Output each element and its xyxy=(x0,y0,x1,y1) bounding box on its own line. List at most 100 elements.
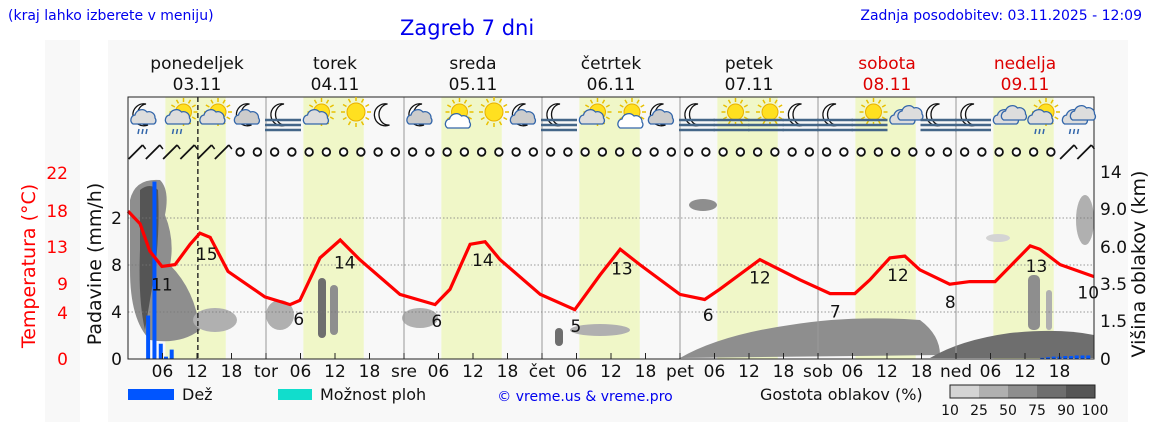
calm-wind-icon xyxy=(390,147,401,157)
sun-ray xyxy=(171,104,176,108)
sun-ray xyxy=(640,116,645,120)
x-tick-label: 18 xyxy=(359,362,381,382)
sun-ray xyxy=(485,98,490,103)
temperature-label: 7 xyxy=(830,303,841,323)
sun-ray xyxy=(743,104,748,108)
moon-icon xyxy=(373,103,390,127)
sun-ray xyxy=(861,104,866,108)
calm-wind-icon xyxy=(683,147,694,157)
calm-wind-icon xyxy=(545,147,556,157)
rain-legend-label: Dež xyxy=(182,385,213,404)
wind-barb-icon xyxy=(1076,144,1095,160)
x-tick-label: 18 xyxy=(635,362,657,382)
temperature-tick: 13 xyxy=(46,238,68,258)
x-tick-label: 06 xyxy=(290,362,312,382)
temperature-label: 6 xyxy=(703,306,714,326)
location-hint: (kraj lahko izberete v meniju) xyxy=(8,8,214,24)
calm-wind-icon xyxy=(632,147,642,157)
sun-cloud-icon xyxy=(199,98,232,126)
sun-ray xyxy=(589,99,594,104)
calm-wind-icon xyxy=(494,147,504,157)
wind-barb-flag xyxy=(193,144,198,150)
night-fog-icon xyxy=(679,103,715,132)
x-tick-label: 12 xyxy=(462,362,484,382)
x-tick-label: 12 xyxy=(738,362,760,382)
shower-legend-label: Možnost ploh xyxy=(320,385,426,404)
cloud-density-area xyxy=(266,300,294,330)
temperature-label: 6 xyxy=(431,312,442,332)
calm-wind-icon xyxy=(252,147,263,157)
sun-icon xyxy=(479,97,509,127)
day-name: torek xyxy=(313,54,357,74)
calm-wind-icon xyxy=(304,147,314,157)
precipitation-axis-label: Padavine (mm/h) xyxy=(84,183,106,346)
page-title: Zagreb 7 dni xyxy=(400,16,535,40)
day-date: 07.11 xyxy=(725,75,774,95)
day-date: 09.11 xyxy=(1001,75,1050,95)
night-fog-icon xyxy=(265,103,301,132)
sun-ray xyxy=(498,98,503,103)
precipitation-bar xyxy=(152,181,157,359)
precipitation-bar xyxy=(1069,356,1073,359)
wind-barb-shaft xyxy=(1076,144,1093,160)
sun-ray xyxy=(636,99,640,104)
calm-wind-icon xyxy=(563,147,573,157)
cloud-density-area xyxy=(1076,195,1094,245)
daylight-band xyxy=(855,97,916,359)
calm-wind-icon xyxy=(1028,147,1039,157)
calm-wind-icon xyxy=(821,147,832,157)
rain-drop xyxy=(1042,128,1045,135)
precipitation-bar xyxy=(1046,357,1050,359)
precipitation-tick: 0 xyxy=(111,350,122,370)
day-name: ponedeljek xyxy=(150,54,244,74)
wind-barb-flag xyxy=(176,144,181,150)
x-tick-label: 06 xyxy=(980,362,1002,382)
temperature-label: 13 xyxy=(1026,257,1048,277)
calm-wind-icon xyxy=(425,147,435,157)
sun-ray xyxy=(762,99,766,104)
sun-ray xyxy=(1054,104,1059,108)
cloud-density-tick: 90 xyxy=(1057,403,1075,419)
sun-disc xyxy=(346,102,366,122)
calm-wind-icon xyxy=(269,147,280,157)
sun-ray xyxy=(467,104,472,108)
x-tick-label: čet xyxy=(529,362,556,382)
calm-wind-icon xyxy=(770,147,780,157)
rain-drop xyxy=(145,128,148,135)
temperature-label: 6 xyxy=(293,310,304,330)
cloud-density-area xyxy=(330,285,338,335)
calm-wind-icon xyxy=(752,147,763,157)
temperature-line xyxy=(126,209,1095,312)
wind-barb-icon xyxy=(162,144,181,160)
x-tick-label: tor xyxy=(254,362,278,382)
sun-ray xyxy=(329,104,334,108)
cloud-shape xyxy=(1027,109,1054,125)
cloud-height-tick: 6.0 xyxy=(1100,238,1127,258)
temperature-tick: 22 xyxy=(46,164,68,184)
cloud-density-swatch xyxy=(1037,385,1066,398)
sun-cloud-shower-icon xyxy=(164,98,198,135)
rain-drop xyxy=(137,128,140,135)
calm-wind-icon xyxy=(407,147,418,157)
night-fog-icon xyxy=(541,103,577,132)
temperature-label: 10 xyxy=(1077,284,1099,304)
sun-cloud-icon xyxy=(578,98,612,126)
cloud-height-tick: 3.5 xyxy=(1100,275,1127,295)
night-fog-icon xyxy=(955,103,991,132)
sun-ray xyxy=(861,116,866,120)
cloud-shape xyxy=(199,109,226,125)
sun-ray xyxy=(624,99,628,104)
cloud-shape xyxy=(647,109,675,125)
sun-ray xyxy=(175,99,180,104)
sun-ray xyxy=(222,99,226,104)
precipitation-bar xyxy=(163,356,168,359)
cloud-shape xyxy=(1069,105,1097,121)
sun-ray xyxy=(313,99,318,104)
calm-wind-icon xyxy=(649,147,659,157)
sun-ray xyxy=(605,116,610,120)
sun-ray xyxy=(447,104,452,108)
cloud-density-area xyxy=(193,308,237,332)
x-tick-label: 18 xyxy=(497,362,519,382)
x-tick-label: 06 xyxy=(152,362,174,382)
x-tick-label: sre xyxy=(391,362,417,382)
